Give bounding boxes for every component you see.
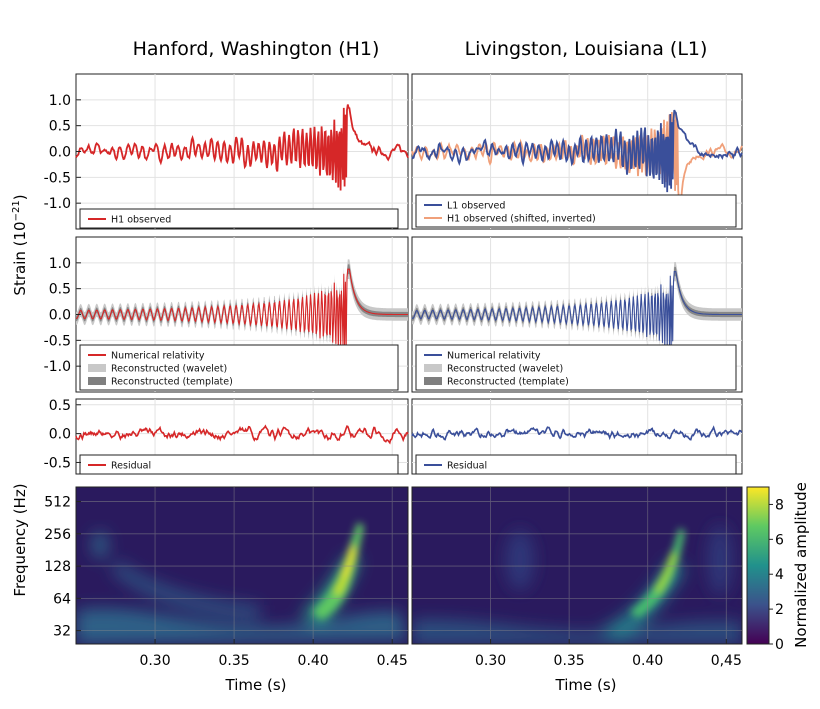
l1-nr-legend-label: Reconstructed (template) — [447, 377, 569, 388]
h1-nr-legend-swatch — [88, 364, 106, 372]
ytick-label: -0.5 — [44, 455, 71, 471]
spectrogram-l1 — [412, 487, 742, 644]
ytick-label: 0.0 — [49, 308, 71, 324]
ylabel-frequency: Frequency (Hz) — [11, 483, 29, 596]
h1-nr-legend-swatch — [88, 377, 106, 385]
l1-observed-legend-box — [415, 194, 737, 228]
ylabel-strain: Strain (10−21) — [11, 194, 29, 295]
frame-h1-spectrogram — [75, 486, 409, 645]
ytick-label: -1.0 — [44, 196, 71, 212]
l1-residual-legend-box — [415, 454, 737, 475]
h1-nr-legend-label: Reconstructed (wavelet) — [111, 364, 227, 375]
xlabel-right: Time (s) — [555, 676, 617, 694]
title-l1: Livingston, Louisiana (L1) — [465, 38, 708, 60]
trace-h1-wavelet-band — [76, 259, 408, 363]
h1-observed-legend-box — [79, 208, 399, 229]
colorbar-tick-label: 8 — [775, 497, 784, 513]
l1-nr-legend-label: Reconstructed (wavelet) — [447, 364, 563, 375]
colorbar-label: Normalized amplitude — [792, 482, 810, 648]
xlabel-left: Time (s) — [225, 676, 287, 694]
xtick-label-right: 0.40 — [632, 653, 663, 669]
freq-tick-label: 128 — [44, 559, 71, 575]
ytick-label: 0.0 — [49, 145, 71, 161]
spectrogram-h1 — [76, 487, 408, 644]
freq-tick-label: 256 — [44, 527, 71, 543]
ytick-label: -1.0 — [44, 359, 71, 375]
xtick-label-right: 0.35 — [554, 653, 585, 669]
ytick-label: 0.5 — [49, 398, 71, 414]
trace-h1-numerical-relativity — [75, 268, 408, 354]
l1-nr-legend-label: Numerical relativity — [447, 351, 541, 362]
colorbar: 8 6 4 2 0 Normalized amplitude — [746, 482, 810, 653]
l1-residual-legend-label: Residual — [447, 461, 487, 472]
h1-nr-legend-label: Reconstructed (template) — [111, 377, 233, 388]
colorbar-gradient — [746, 486, 770, 645]
ytick-label: -0.5 — [44, 333, 71, 349]
trace-h1-residual — [75, 424, 409, 445]
trace-l1-residual — [411, 425, 743, 441]
spectrogram-grid — [76, 487, 742, 644]
h1-residual-legend-label: Residual — [111, 461, 151, 472]
l1-observed-legend-label: L1 observed — [447, 201, 505, 212]
xtick-label-right: 0,45 — [711, 653, 742, 669]
trace-h1-shifted-inverted — [411, 112, 743, 203]
ytick-label: 0.0 — [49, 427, 71, 443]
ytick-label: 0.5 — [49, 282, 71, 298]
xtick-label-right: 0.30 — [475, 653, 506, 669]
xtick-label-left: 0.45 — [377, 653, 408, 669]
colorbar-tick-label: 2 — [775, 602, 784, 618]
freq-tick-label: 512 — [44, 495, 71, 511]
ytick-label: 1.0 — [49, 93, 71, 109]
colorbar-tick-label: 0 — [775, 637, 784, 653]
trace-l1-observed — [411, 109, 743, 193]
xtick-label-left: 0.40 — [298, 653, 329, 669]
ticks: 1.0 0.5 0.0 -0.5 -1.0 1.0 0.5 0.0 -0.5 -1.0 0.5 0.0… — [44, 93, 742, 669]
title-h1: Hanford, Washington (H1) — [133, 38, 380, 60]
h1-nr-legend-label: Numerical relativity — [111, 351, 205, 362]
trace-l1-numerical-relativity — [411, 271, 742, 351]
freq-tick-label: 32 — [53, 624, 71, 640]
l1-nr-legend-swatch — [424, 377, 442, 385]
traces — [75, 104, 743, 445]
h1-residual-legend-box — [79, 454, 399, 475]
freq-tick-label: 64 — [53, 591, 71, 607]
frame-l1-spectrogram — [411, 486, 743, 645]
l1-nr-legend-box — [415, 344, 737, 391]
colorbar-tick-label: 6 — [775, 532, 784, 548]
l1-nr-legend-swatch — [424, 364, 442, 372]
ytick-label: -0.5 — [44, 170, 71, 186]
legends: H1 observed L1 observed H1 observed (shift… — [79, 194, 737, 475]
l1-observed-legend-label: H1 observed (shifted, inverted) — [447, 214, 596, 225]
colorbar-tick-label: 4 — [775, 567, 784, 583]
colorbar-ticks: 8 6 4 2 0 — [769, 497, 784, 653]
xtick-label-left: 0.30 — [139, 653, 170, 669]
xtick-label-left: 0.35 — [219, 653, 250, 669]
ytick-label: 1.0 — [49, 256, 71, 272]
trace-h1-observed — [75, 104, 409, 191]
h1-observed-legend-label: H1 observed — [111, 215, 171, 226]
ytick-label: 0.5 — [49, 119, 71, 135]
h1-nr-legend-box — [79, 344, 399, 391]
